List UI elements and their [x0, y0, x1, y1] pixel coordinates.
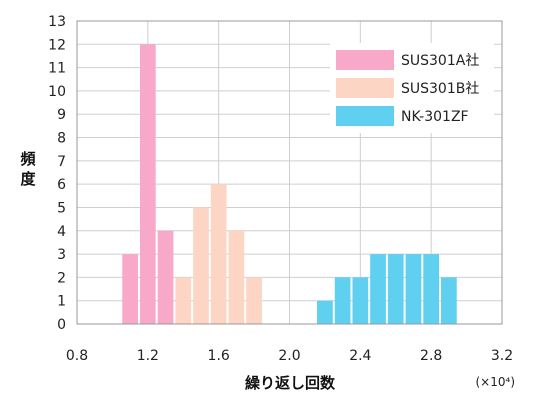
legend-label: SUS301A社	[401, 53, 479, 69]
y-tick-label: 0	[57, 317, 66, 333]
histogram-bar	[405, 254, 422, 324]
y-tick-label: 8	[57, 131, 66, 147]
y-tick-label: 1	[57, 294, 66, 310]
y-axis-title: 頻 度	[20, 150, 36, 188]
histogram-bar	[193, 207, 209, 324]
x-tick-label: 3.2	[491, 348, 513, 364]
y-tick-label: 3	[57, 247, 66, 263]
svg-text:頻: 頻	[20, 150, 35, 168]
histogram-bar	[441, 277, 457, 324]
y-tick-label: 11	[48, 61, 66, 77]
legend: SUS301A社 SUS301B社 NK-301ZF	[330, 43, 494, 133]
histogram-bar	[139, 44, 156, 325]
y-tick-label: 12	[48, 37, 66, 53]
histogram-bar	[334, 277, 351, 324]
histogram-bar	[352, 277, 369, 324]
legend-swatch	[336, 50, 394, 70]
x-tick-label: 2.0	[278, 348, 300, 364]
histogram-bar	[157, 230, 174, 324]
x-tick-labels: 0.8 1.2 1.6 2.0 2.4 2.8 3.2	[66, 348, 513, 364]
histogram-bar	[317, 300, 333, 324]
x-tick-label: 0.8	[66, 348, 88, 364]
y-tick-label: 9	[57, 107, 66, 123]
legend-label: SUS301B社	[401, 81, 479, 97]
x-axis-title: 繰り返し回数	[245, 374, 336, 392]
histogram-bar	[246, 277, 262, 324]
histogram-bar	[210, 184, 227, 324]
y-tick-label: 7	[57, 154, 66, 170]
x-axis-unit: (×10⁴)	[476, 375, 516, 389]
legend-label: NK-301ZF	[401, 109, 469, 125]
y-tick-label: 4	[57, 224, 66, 240]
histogram-bar	[122, 254, 138, 324]
y-tick-label: 10	[48, 84, 66, 100]
svg-text:度: 度	[20, 170, 36, 188]
plot-frame	[76, 20, 503, 325]
histogram-bar	[423, 254, 440, 324]
legend-swatch	[336, 78, 394, 98]
x-tick-label: 2.4	[349, 348, 371, 364]
y-tick-label: 2	[57, 270, 66, 286]
histogram-bar	[370, 254, 386, 324]
x-tick-label: 1.2	[137, 348, 159, 364]
y-tick-label: 6	[57, 177, 66, 193]
y-tick-label: 5	[57, 200, 66, 216]
x-tick-label: 2.8	[420, 348, 442, 364]
legend-swatch	[336, 106, 394, 126]
x-tick-label: 1.6	[208, 348, 230, 364]
histogram-bar	[387, 254, 404, 324]
histogram-bar	[175, 277, 192, 324]
histogram-bar	[228, 230, 245, 324]
y-tick-label: 13	[48, 14, 66, 30]
bars	[122, 44, 457, 325]
